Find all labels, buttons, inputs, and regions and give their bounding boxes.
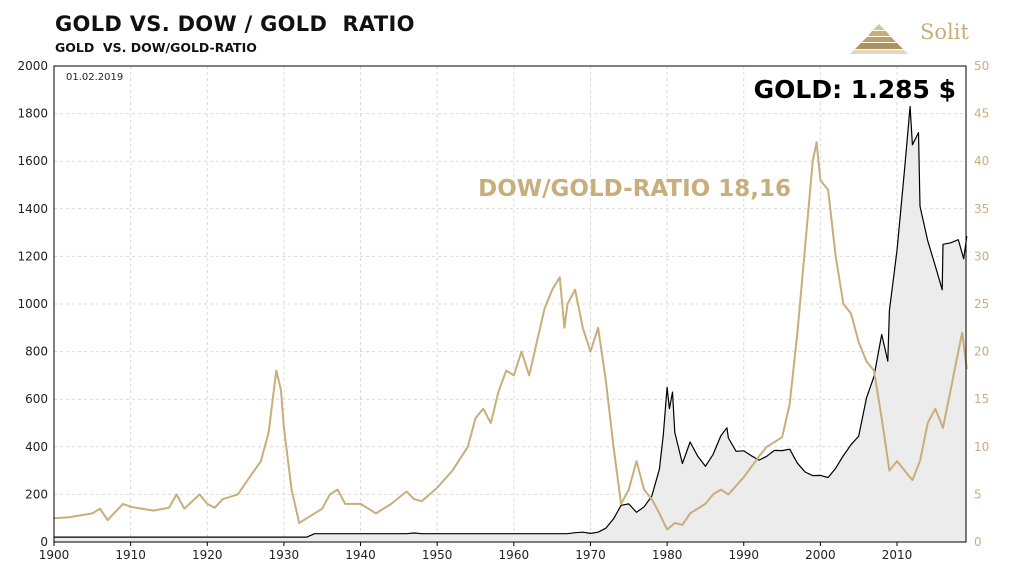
x-tick-label: 1980 [652,548,683,562]
x-tick-label: 1970 [575,548,606,562]
date-label: 01.02.2019 [66,72,123,83]
left-tick-label: 200 [25,487,48,501]
x-tick-label: 1910 [115,548,146,562]
right-tick-label: 35 [974,202,989,216]
right-tick-label: 15 [974,392,989,406]
logo-text: Solit [920,20,969,44]
gold-area-fill [54,106,967,542]
right-tick-label: 25 [974,297,989,311]
left-tick-label: 2000 [17,59,48,73]
series-lines [53,105,968,538]
plot-frame [53,65,967,543]
x-tick-label: 1940 [345,548,376,562]
x-tick-label: 2010 [882,548,913,562]
right-tick-label: 20 [974,345,989,359]
gold-price-line [54,105,968,538]
right-tick-label: 50 [974,59,989,73]
left-tick-label: 1800 [17,107,48,121]
gold-area [54,106,967,542]
right-tick-label: 5 [974,487,982,501]
grid [54,66,966,542]
gold-annotation: GOLD: 1.285 $ [754,75,956,104]
ratio-annotation: DOW/GOLD-RATIO 18,16 [478,176,791,202]
x-tick-label: 1950 [422,548,453,562]
x-tick-label: 1920 [192,548,223,562]
right-tick-label: 0 [974,535,982,549]
left-tick-label: 1400 [17,202,48,216]
right-tick-label: 45 [974,107,989,121]
x-tick-label: 1990 [728,548,759,562]
x-tick-label: 1960 [499,548,530,562]
dow-gold-ratio-line [53,141,968,531]
tick-labels: 0 200 400 600 800 1000 1200 1400 1600 1800 2000 0 5 1… [17,59,989,562]
chart-title: GOLD VS. DOW / GOLD RATIO [55,12,415,36]
right-tick-label: 10 [974,440,989,454]
left-tick-label: 0 [40,535,48,549]
left-tick-label: 400 [25,440,48,454]
pyramid-icon [850,24,908,54]
left-tick-label: 600 [25,392,48,406]
solit-logo: Solit [848,16,978,56]
left-tick-label: 1200 [17,249,48,263]
right-tick-label: 40 [974,154,989,168]
chart-subtitle: GOLD VS. DOW/GOLD-RATIO [55,40,257,55]
left-tick-label: 800 [25,345,48,359]
axes [53,65,967,546]
right-tick-label: 30 [974,249,989,263]
left-tick-label: 1600 [17,154,48,168]
left-tick-label: 1000 [17,297,48,311]
x-tick-label: 1930 [269,548,300,562]
x-tick-label: 1900 [39,548,70,562]
x-tick-label: 2000 [805,548,836,562]
